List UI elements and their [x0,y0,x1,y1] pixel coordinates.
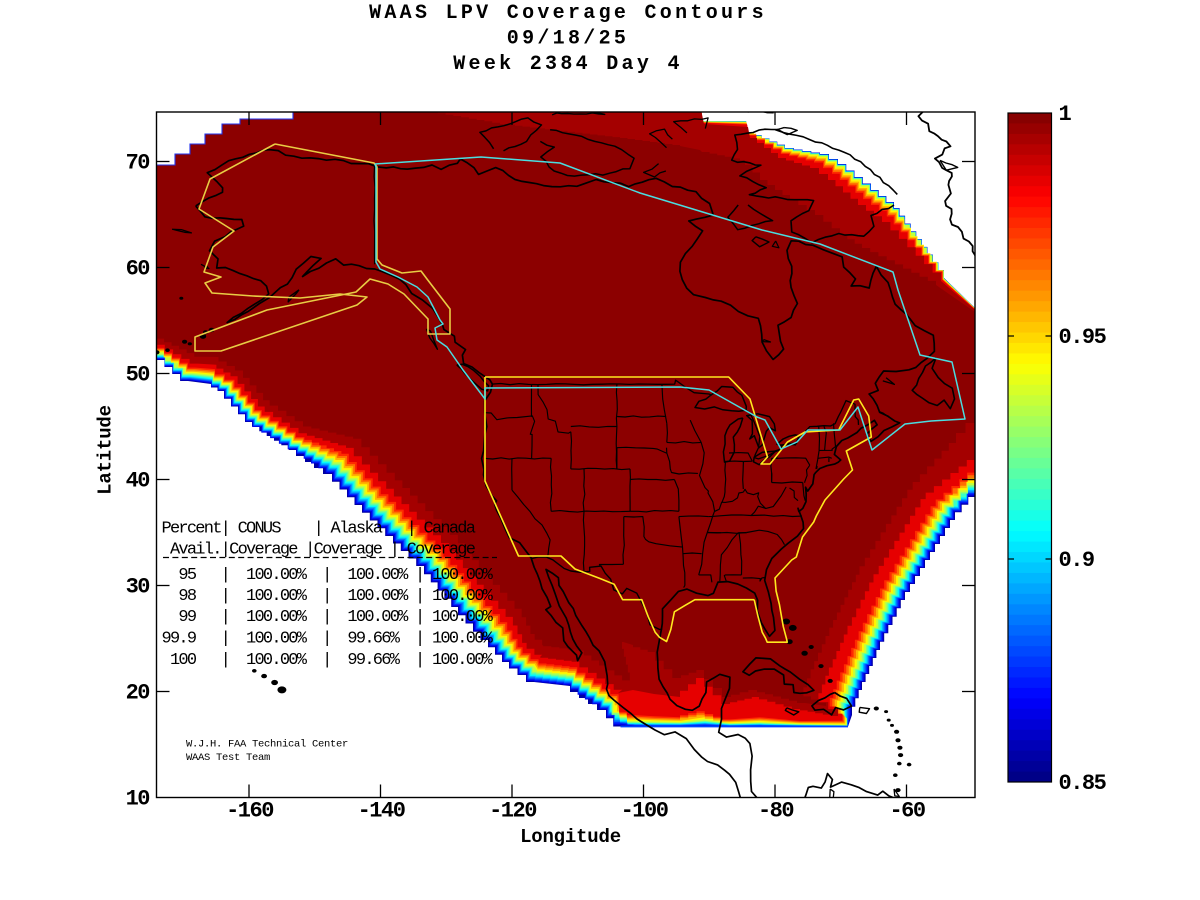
svg-text:0.95: 0.95 [1059,325,1107,350]
svg-text:1: 1 [1059,102,1072,127]
svg-text:50: 50 [126,363,150,388]
svg-text:WAAS LPV Coverage Contours: WAAS LPV Coverage Contours [369,2,767,25]
svg-text:-80: -80 [758,799,793,824]
svg-text:30: 30 [126,575,150,600]
svg-text:Latitude: Latitude [95,405,117,495]
svg-text:100 | 100.00% | 99.66% |: 100 | 100.00% | 99.66% | 100.00% [162,651,494,670]
svg-text:40: 40 [126,469,150,494]
svg-text:70: 70 [126,151,150,176]
svg-text:Week 2384 Day 4: Week 2384 Day 4 [453,53,683,76]
svg-text:-60: -60 [889,799,924,824]
svg-text:-160: -160 [226,799,273,824]
svg-text:Avail.|Coverage |Coverage | Co: Avail.|Coverage |Coverage | Coverage [162,541,476,560]
svg-text:09/18/25: 09/18/25 [507,28,629,51]
svg-text:WAAS Test Team: WAAS Test Team [186,752,270,764]
svg-text:98 | 100.00% | 100.00% |: 98 | 100.00% | 100.00% | 100.00% [162,587,494,606]
svg-text:Percent| CONUS | Alaska |: Percent| CONUS | Alaska | Canada [162,520,476,539]
svg-text:10: 10 [126,787,150,812]
svg-text:99 | 100.00% | 100.00% |: 99 | 100.00% | 100.00% | 100.00% [162,608,494,627]
svg-text:60: 60 [126,257,150,282]
svg-text:Longitude: Longitude [520,826,621,848]
svg-text:0.9: 0.9 [1059,548,1094,573]
svg-text:0.85: 0.85 [1059,771,1107,796]
svg-text:-120: -120 [489,799,536,824]
svg-text:99.9 | 100.00% | 99.66%: 99.9 | 100.00% | 99.66% | 100.00% [162,630,494,649]
svg-text:-140: -140 [358,799,405,824]
svg-text:W.J.H. FAA Technical Center: W.J.H. FAA Technical Center [186,739,348,751]
svg-text:20: 20 [126,681,150,706]
svg-text:-100: -100 [621,799,668,824]
svg-text:95 | 100.00% | 100.00% |: 95 | 100.00% | 100.00% | 100.00% [162,566,494,585]
